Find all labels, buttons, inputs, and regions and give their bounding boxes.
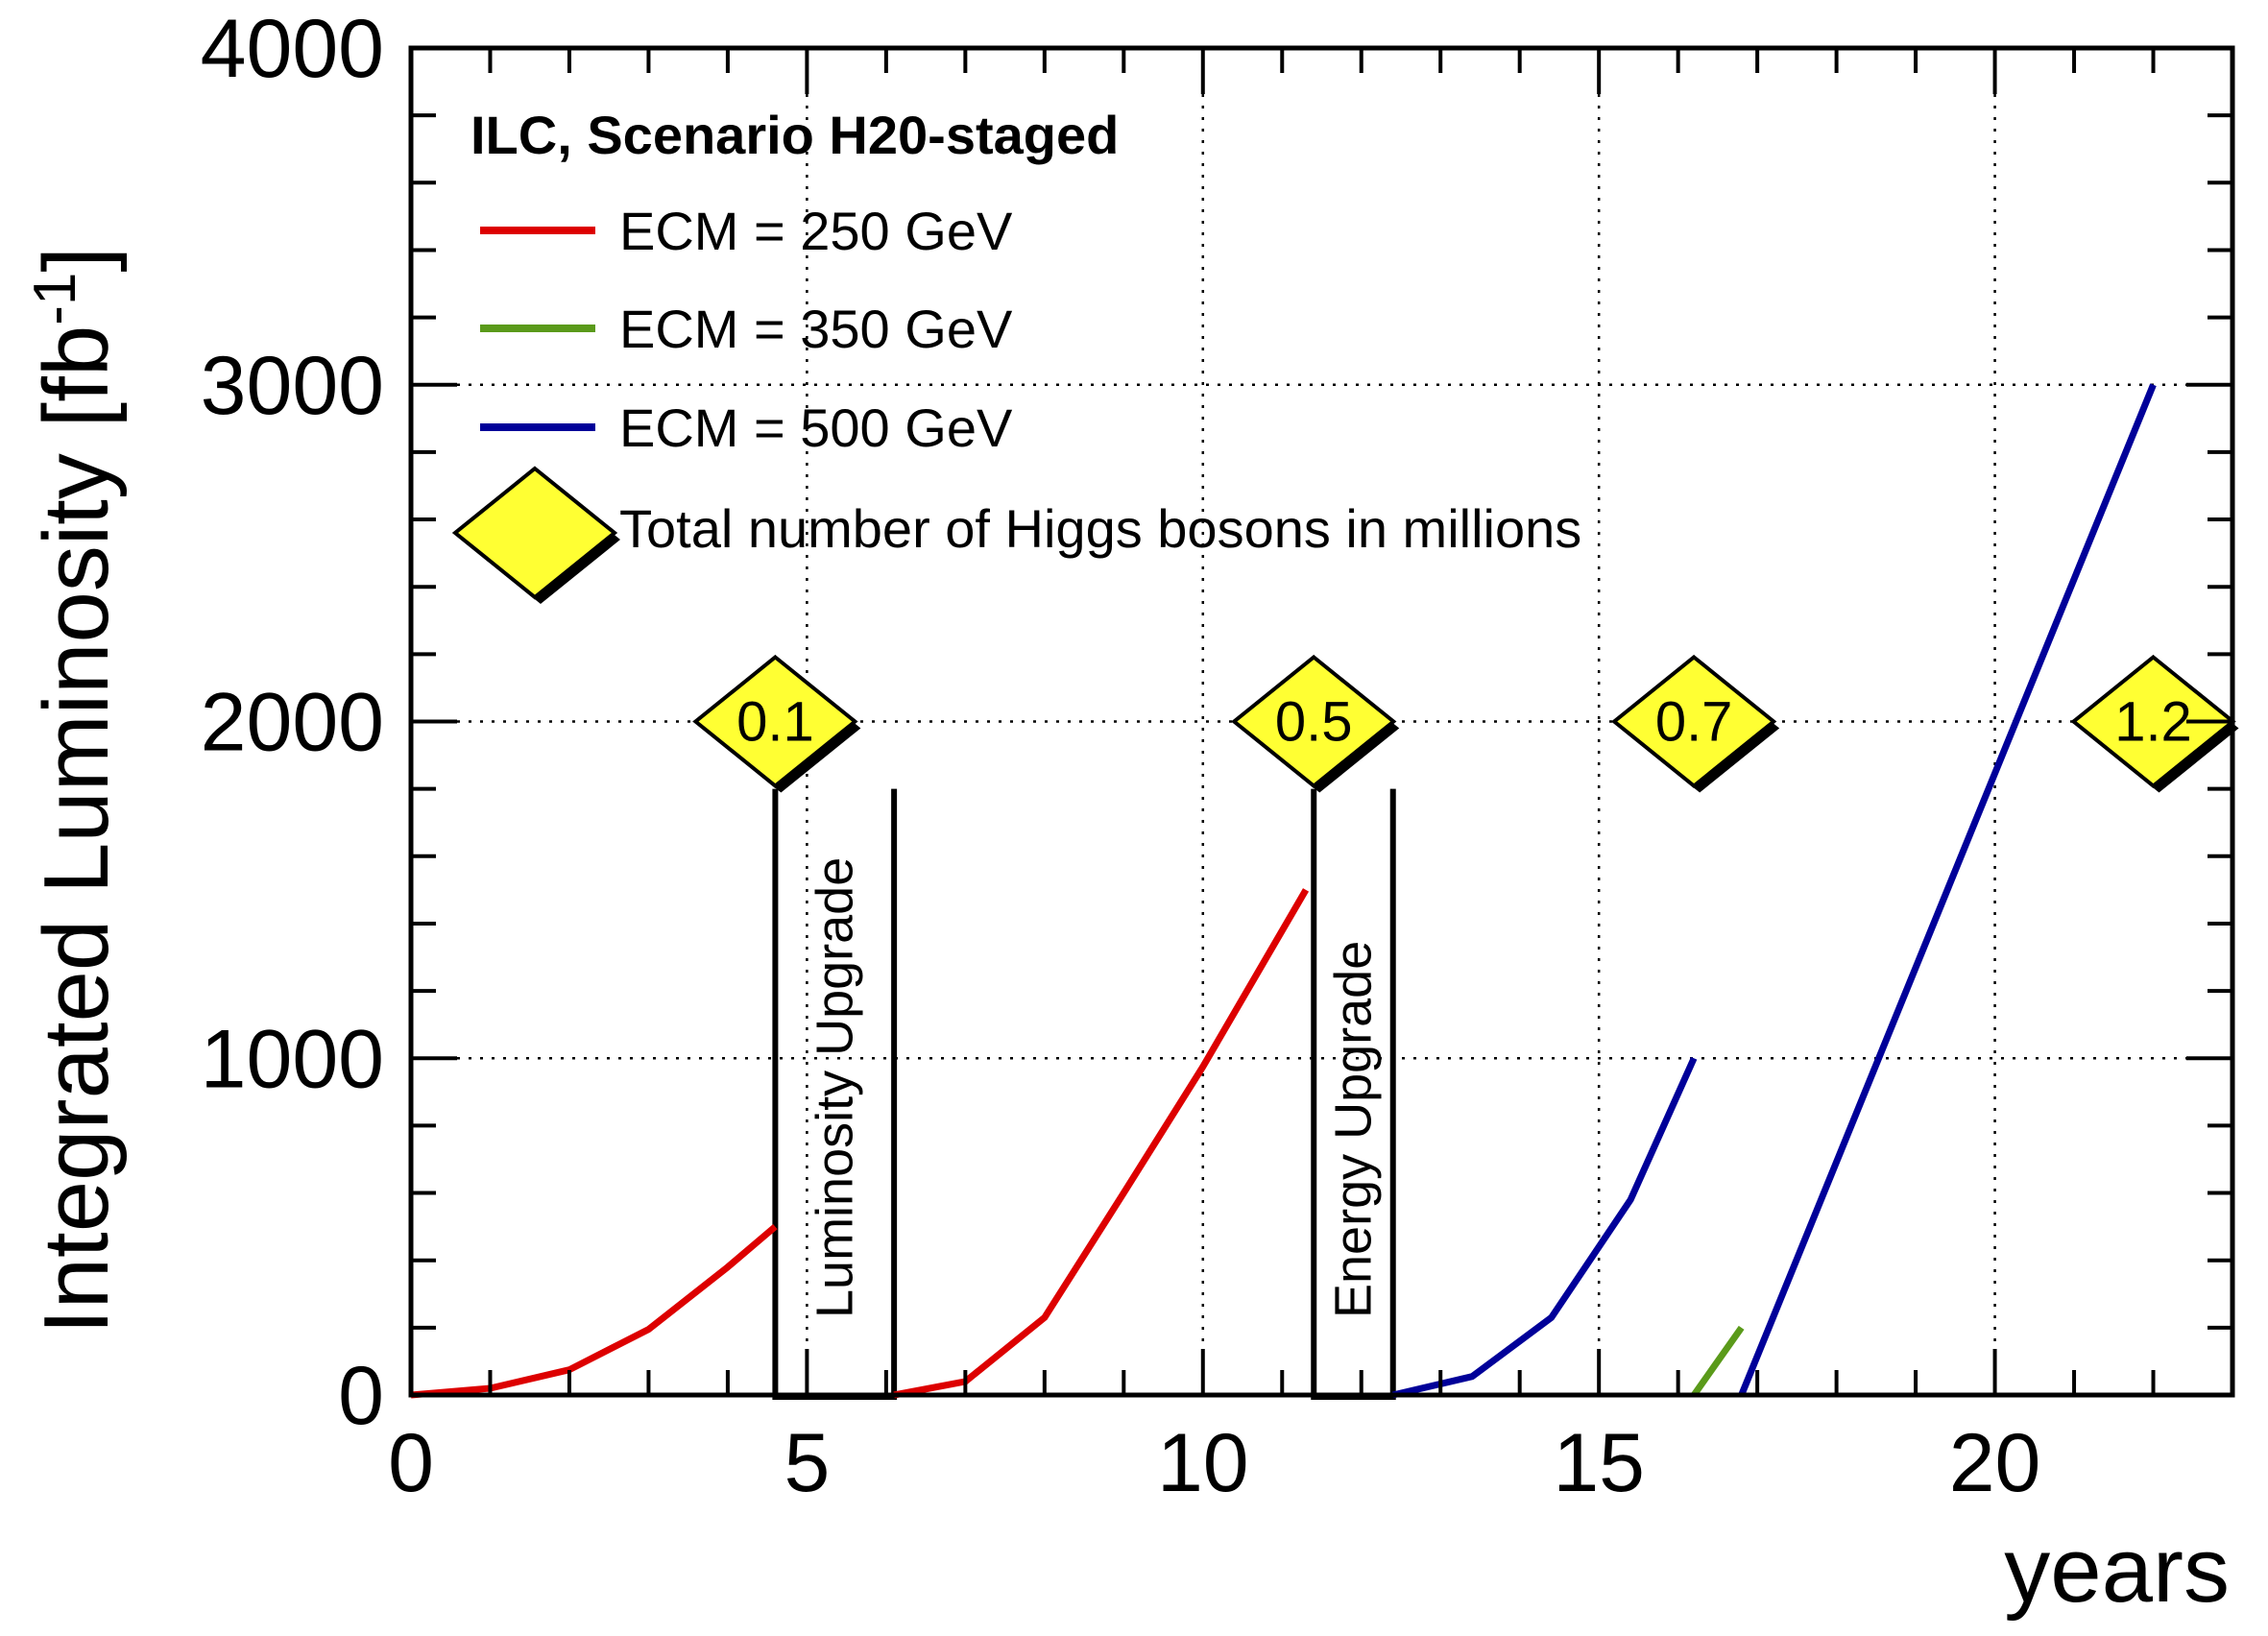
y-axis-title-close: ]	[25, 247, 128, 273]
legend-diamond-icon	[451, 466, 620, 604]
x-tick-label-4: 20	[1949, 1417, 2041, 1509]
legend: ILC, Scenario H20-staged ECM = 250 GeV E…	[451, 105, 1581, 604]
x-tick-label-0: 0	[388, 1417, 434, 1509]
axes-frame	[408, 45, 2235, 1398]
y-axis-title-sup: -1	[22, 273, 88, 325]
legend-label-higgs: Total number of Higgs bosons in millions	[619, 498, 1581, 559]
series-line-1	[893, 888, 1310, 1399]
higgs-markers: 0.1 0.5 0.7 1.2	[692, 654, 2239, 793]
y-tick-label-3: 3000	[201, 340, 384, 432]
higgs-marker-label-0: 0.1	[736, 691, 814, 754]
legend-label-350: ECM = 350 GeV	[619, 299, 1013, 359]
series-line-3	[1691, 1325, 1745, 1398]
series-line-2	[1391, 1056, 1698, 1399]
y-axis-title: Integrated Luminosity [fb-1]	[22, 247, 128, 1335]
upgrade-label-0: Luminosity Upgrade	[806, 857, 863, 1318]
x-tick-label-1: 5	[784, 1417, 830, 1509]
series-line-0	[410, 1223, 778, 1399]
higgs-marker-label-2: 0.7	[1655, 691, 1733, 754]
y-tick-label-4: 4000	[201, 3, 384, 95]
higgs-marker-diamond-2	[1610, 654, 1777, 789]
y-tick-label-1: 1000	[201, 1013, 384, 1105]
upgrade-periods: Luminosity Upgrade Energy Upgrade	[772, 788, 1396, 1400]
tick-labels: 0 1000 2000 3000 4000 0 5 10 15 20	[201, 3, 2041, 1509]
higgs-marker-3: 1.2	[2070, 654, 2239, 793]
x-tick-label-3: 15	[1553, 1417, 1645, 1509]
upgrade-label-1: Energy Upgrade	[1324, 941, 1382, 1318]
higgs-marker-diamond-3	[2070, 654, 2236, 789]
y-tick-label-0: 0	[338, 1350, 384, 1442]
y-axis-title-main: Integrated Luminosity [fb	[25, 325, 128, 1335]
higgs-marker-label-1: 0.5	[1275, 691, 1353, 754]
legend-label-250: ECM = 250 GeV	[619, 201, 1013, 261]
higgs-marker-diamond-1	[1231, 654, 1397, 789]
higgs-marker-diamond-0	[692, 654, 858, 789]
higgs-marker-label-3: 1.2	[2114, 691, 2192, 754]
series	[410, 383, 2157, 1399]
legend-title: ILC, Scenario H20-staged	[470, 105, 1119, 165]
y-tick-label-2: 2000	[201, 677, 384, 769]
x-tick-label-2: 10	[1157, 1417, 1249, 1509]
series-line-4	[1738, 383, 2157, 1397]
higgs-marker-2: 0.7	[1610, 654, 1780, 793]
higgs-marker-1: 0.5	[1231, 654, 1400, 793]
legend-label-500: ECM = 500 GeV	[619, 397, 1013, 458]
higgs-marker-0: 0.1	[692, 654, 861, 793]
x-axis-title: years	[2004, 1519, 2230, 1622]
